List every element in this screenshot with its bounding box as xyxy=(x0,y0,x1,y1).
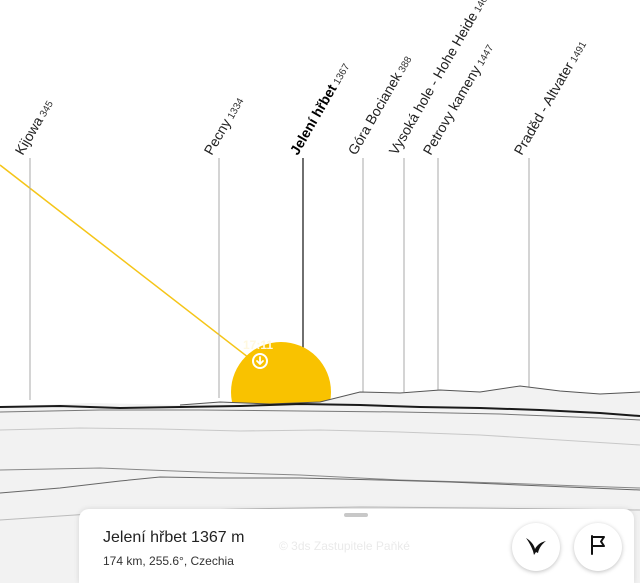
sunset-time: 17:11 xyxy=(243,338,274,352)
bird-button[interactable] xyxy=(512,523,560,571)
bird-icon xyxy=(523,532,549,563)
mid-ridge xyxy=(0,409,640,421)
attribution-text: © 3ds Zastupitele Paňké xyxy=(279,539,410,553)
peak-info-card[interactable]: © 3ds Zastupitele Paňké Jelení hřbet 136… xyxy=(79,509,634,583)
flag-button[interactable] xyxy=(574,523,622,571)
near-ridge xyxy=(0,467,640,489)
peak-title: Jelení hřbet 1367 m xyxy=(103,529,245,546)
near-ridge xyxy=(0,427,640,446)
peak-lines xyxy=(29,158,530,400)
horizon-ridge xyxy=(0,402,640,417)
peak-details: 174 km, 255.6°, Czechia xyxy=(103,554,234,568)
sun-ray xyxy=(0,164,263,369)
sunset-arrow-down-icon xyxy=(252,353,268,369)
flag-icon xyxy=(586,533,610,562)
near-ridge xyxy=(0,476,640,494)
far-ridge xyxy=(179,385,640,406)
drag-handle[interactable] xyxy=(344,513,368,517)
